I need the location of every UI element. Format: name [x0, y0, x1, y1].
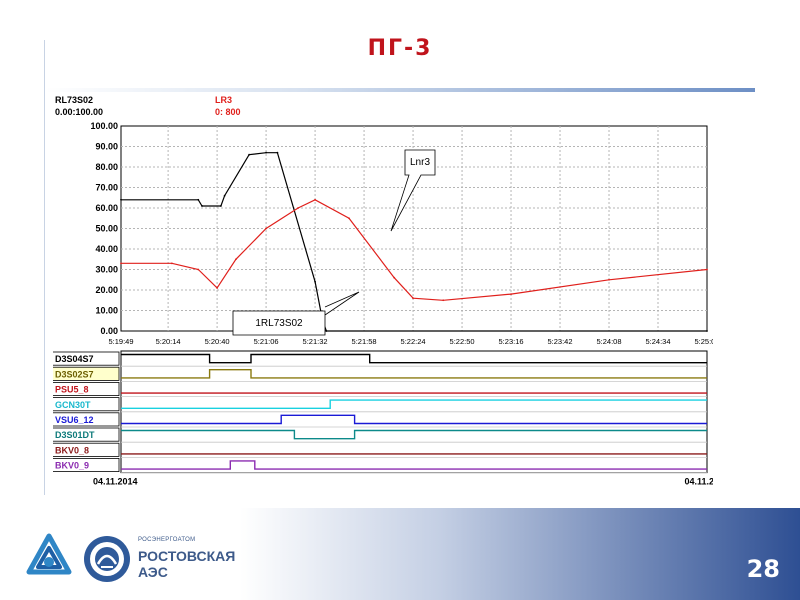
data-point-lr3	[197, 268, 200, 271]
annotation-1rl73s02: 1RL73S02	[255, 318, 303, 329]
data-point-lr3	[412, 297, 414, 300]
data-point-rl73s02	[314, 280, 316, 283]
digital-row-d3s04s7-label: D3S04S7	[55, 354, 94, 364]
data-point-lr3	[265, 227, 267, 230]
data-point-rl73s02	[248, 153, 251, 156]
series-header-name: RL73S02	[55, 95, 93, 105]
x-tick-label: 5:24:08	[597, 337, 622, 346]
x-tick-label: 5:25:00	[694, 337, 713, 346]
x-tick-label: 5:22:50	[450, 337, 475, 346]
y-tick-label: 60.00	[95, 203, 118, 213]
digital-row-psu5-8-label: PSU5_8	[55, 385, 89, 395]
callout-balloon	[390, 149, 436, 232]
x-tick-label: 5:24:34	[645, 337, 670, 346]
plant-name-line2: АЭС	[138, 564, 168, 580]
digital-row-bkv0-9-label: BKV0_9	[55, 461, 89, 471]
digital-row-vsu6-12-trace	[121, 414, 707, 425]
y-tick-label: 30.00	[95, 265, 118, 275]
annotation-lnr3: Lnr3	[410, 157, 430, 168]
data-point-lr3	[314, 198, 316, 201]
data-point-rl73s02	[325, 330, 328, 332]
data-point-rl73s02	[276, 151, 279, 154]
series-header-range: 0: 800	[215, 107, 241, 117]
digital-row-d3s04s7-trace	[121, 353, 707, 364]
data-point-rl73s02	[197, 198, 200, 201]
data-point-rl73s02	[219, 205, 222, 207]
y-tick-label: 20.00	[95, 285, 118, 295]
rostov-npp-emblem-icon	[84, 536, 130, 582]
y-tick-label: 90.00	[95, 142, 118, 152]
data-point-lr3	[170, 262, 173, 265]
digital-row-gcn30t-label: GCN30T	[55, 400, 91, 410]
data-point-lr3	[706, 268, 708, 271]
data-point-rl73s02	[223, 194, 226, 197]
title-underline	[45, 88, 755, 92]
series-header-range: 0.00:100.00	[55, 107, 103, 117]
company-name-small: РОСЭНЕРГОАТОМ	[138, 537, 196, 543]
footer-band	[0, 508, 800, 600]
data-point-lr3	[393, 276, 396, 279]
digital-row-d3s02s7-trace	[121, 369, 707, 379]
data-point-rl73s02	[120, 198, 122, 201]
y-tick-label: 50.00	[95, 224, 118, 234]
x-tick-label: 5:21:06	[254, 337, 279, 346]
data-point-lr3	[297, 207, 300, 209]
left-divider	[44, 40, 45, 495]
y-tick-label: 40.00	[95, 244, 118, 254]
data-point-lr3	[120, 262, 122, 265]
x-tick-label: 5:21:32	[303, 337, 328, 346]
x-tick-label: 5:20:40	[205, 337, 230, 346]
y-tick-label: 100.00	[90, 121, 118, 131]
y-tick-label: 10.00	[95, 306, 118, 316]
y-tick-label: 0.00	[100, 326, 118, 336]
callout-balloon	[232, 291, 360, 336]
series-header-name: LR3	[215, 95, 232, 105]
slide-title: ПГ-3	[367, 36, 433, 61]
data-point-lr3	[510, 293, 512, 295]
date-right: 04.11.2014	[684, 477, 713, 487]
x-tick-label: 5:23:42	[548, 337, 573, 346]
digital-row-d3s01dt-trace	[121, 429, 707, 440]
data-point-lr3	[235, 258, 237, 261]
trend-chart-svg: RL73S02 0.00:100.00 LR3 0: 800 100.00 90.00 80…	[48, 95, 729, 487]
digital-traces: D3S04S7 D3S02S7 PSU5_8 GCN30T VSU6_12 D3S01DT…	[48, 350, 729, 487]
date-left: 04.11.2014	[93, 477, 138, 487]
chart-annotations: Lnr3 1RL73S02	[232, 149, 436, 336]
data-point-rl73s02	[201, 205, 203, 207]
data-point-lr3	[216, 287, 218, 289]
plant-name-line1: РОСТОВСКАЯ	[138, 548, 236, 564]
data-point-lr3	[442, 299, 445, 302]
x-tick-label: 5:20:14	[156, 337, 181, 346]
digital-row-bkv0-9-trace	[121, 460, 707, 470]
rosatom-logo-icon	[26, 533, 72, 575]
data-point-lr3	[608, 278, 610, 281]
analog-plot: RL73S02 0.00:100.00 LR3 0: 800 100.00 90.00 80…	[55, 95, 720, 346]
digital-row-d3s02s7-label: D3S02S7	[55, 369, 94, 379]
data-point-rl73s02	[706, 330, 708, 332]
page-number: 28	[746, 555, 780, 583]
x-tick-label: 5:19:49	[108, 337, 133, 346]
plant-name: РОСТОВСКАЯ АЭС	[138, 548, 235, 580]
data-point-lr3	[348, 217, 350, 220]
digital-row-vsu6-12-label: VSU6_12	[55, 415, 94, 425]
trend-chart: RL73S02 0.00:100.00 LR3 0: 800 100.00 90.00 80…	[48, 93, 729, 503]
digital-row-d3s01dt-label: D3S01DT	[55, 430, 95, 440]
y-tick-label: 80.00	[95, 162, 118, 172]
x-tick-label: 5:21:58	[352, 337, 377, 346]
y-tick-label: 70.00	[95, 183, 118, 193]
digital-row-gcn30t-trace	[121, 399, 707, 409]
x-tick-label: 5:23:16	[499, 337, 524, 346]
data-point-rl73s02	[265, 151, 267, 154]
x-tick-label: 5:22:24	[401, 337, 426, 346]
digital-row-bkv0-8-label: BKV0_8	[55, 445, 89, 455]
